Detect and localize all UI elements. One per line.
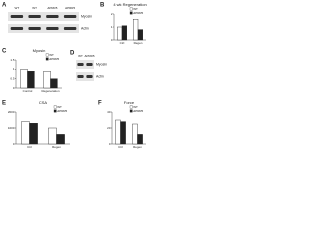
bar	[27, 70, 35, 89]
bar	[21, 121, 30, 145]
panel-label: B	[100, 3, 105, 9]
blot-strip	[76, 60, 94, 69]
blot-band	[46, 15, 59, 18]
legend-label: ΔPRR5	[57, 109, 67, 113]
x-tick-label: Ctrl	[27, 145, 32, 149]
x-tick-label: Ctrl	[118, 145, 123, 149]
panel-label: C	[2, 49, 7, 55]
bar	[20, 69, 28, 89]
y-tick-label: 0	[111, 38, 113, 42]
y-tick-label: 1	[13, 67, 15, 71]
x-tick-label: Control	[23, 89, 33, 93]
y-tick-label: 20	[107, 126, 111, 130]
band-label: Actin	[96, 74, 104, 78]
legend-swatch	[53, 105, 57, 109]
legend-label: ΔPRR5	[49, 57, 59, 61]
bar	[48, 127, 57, 145]
panel-label: D	[70, 51, 75, 57]
band-label: Myosin	[81, 14, 92, 18]
y-tick-label: 1.5	[10, 58, 15, 62]
legend-swatch	[45, 53, 49, 57]
x-tick-label: Regen	[134, 41, 143, 45]
chart-title: Force	[124, 100, 135, 105]
lane-label: WT	[15, 6, 20, 10]
legend-swatch	[129, 7, 133, 11]
legend-label: ΔPRR5	[133, 109, 143, 113]
legend-swatch	[129, 105, 133, 109]
y-tick-label: 2000	[8, 110, 15, 114]
chart-title: CSA	[39, 100, 48, 105]
band-label: Actin	[81, 26, 89, 30]
lane-label: WT	[32, 6, 37, 10]
legend-swatch	[53, 109, 57, 113]
panel-label: F	[98, 101, 102, 107]
blot-band	[28, 27, 41, 30]
bar	[121, 25, 128, 41]
legend-label: WT	[57, 105, 62, 109]
lane-label: ΔPRR5	[84, 54, 94, 58]
bar	[137, 134, 143, 145]
blot-band	[86, 75, 93, 78]
y-tick-label: 1	[111, 25, 113, 29]
legend-label: WT	[133, 7, 138, 11]
band-label: Myosin	[96, 62, 107, 66]
blot-band	[86, 63, 93, 66]
bar	[137, 29, 144, 41]
blot-strip	[76, 72, 94, 81]
blot-band	[28, 15, 41, 18]
blot-band	[10, 27, 24, 30]
panel-label: E	[2, 101, 6, 107]
y-tick-label: 0	[109, 142, 111, 146]
chart-title: 4 wk Regeneration	[113, 2, 146, 7]
y-tick-label: 0	[13, 86, 15, 90]
bar	[115, 119, 121, 145]
legend-label: ΔPRR5	[133, 11, 143, 15]
y-tick-label: 40	[107, 110, 111, 114]
blot-band	[63, 27, 77, 30]
blot-band	[46, 27, 59, 30]
bar	[56, 134, 65, 145]
y-tick-label: 1000	[8, 126, 15, 130]
blot-band	[63, 15, 77, 18]
legend-label: WT	[133, 105, 138, 109]
chart-title: Myosin	[33, 48, 46, 53]
lane-label: WT	[78, 54, 83, 58]
y-tick-label: 2	[111, 12, 113, 16]
blot-band	[77, 63, 84, 66]
bar	[116, 26, 123, 41]
x-tick-label: Regeneration	[41, 89, 59, 93]
blot-strip	[8, 12, 79, 21]
lane-label: ΔPRR5	[47, 6, 57, 10]
legend-swatch	[129, 109, 133, 113]
blot-strip	[8, 24, 79, 33]
bar	[50, 78, 58, 89]
panel-label: A	[2, 3, 7, 9]
bar	[132, 19, 139, 41]
legend-label: WT	[49, 53, 54, 57]
bar	[43, 70, 51, 89]
y-tick-label: 0.5	[10, 76, 15, 80]
x-tick-label: Regen	[52, 145, 61, 149]
x-tick-label: Regen	[133, 145, 142, 149]
blot-band	[77, 75, 84, 78]
bar	[132, 123, 138, 145]
blot-band	[10, 15, 24, 18]
legend-swatch	[129, 11, 133, 15]
bar	[120, 121, 126, 145]
y-tick-label: 0	[13, 142, 15, 146]
legend-swatch	[45, 57, 49, 61]
bar	[29, 122, 38, 145]
lane-label: ΔPRR5	[65, 6, 75, 10]
x-tick-label: Ctrl	[120, 41, 125, 45]
